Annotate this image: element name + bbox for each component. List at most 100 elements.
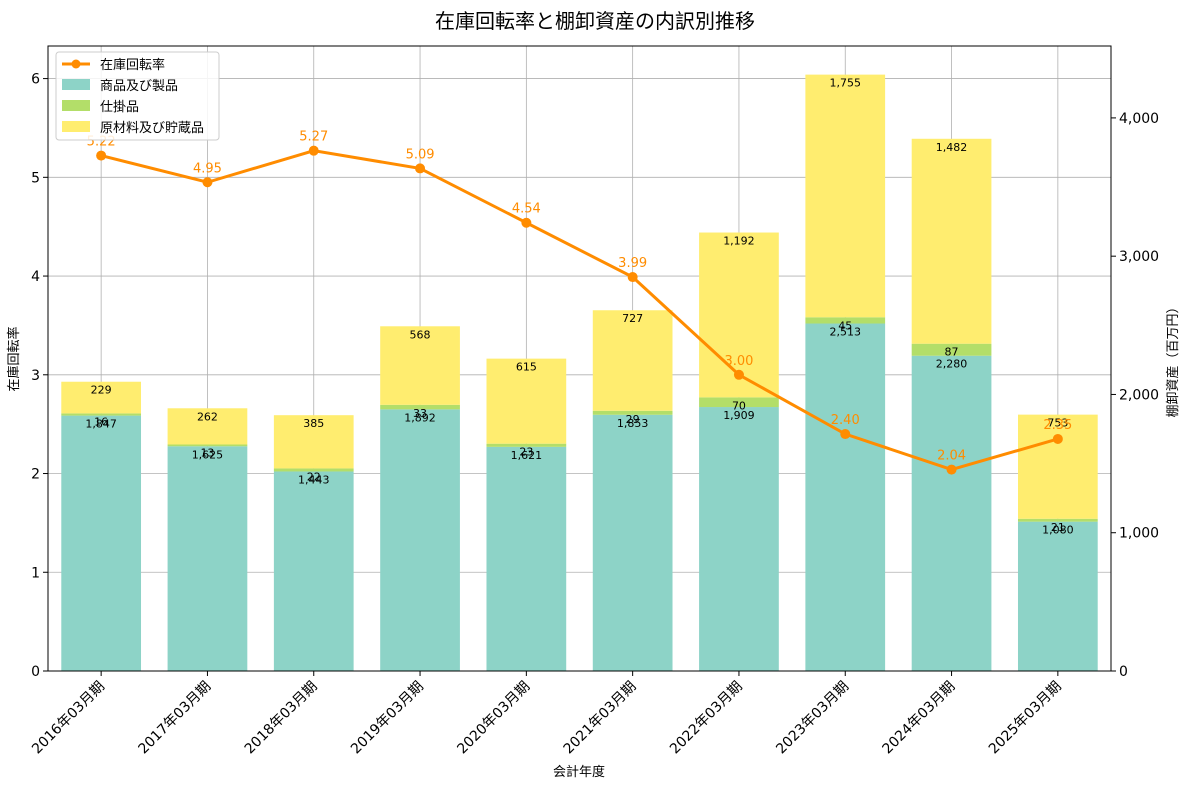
turnover-value-label: 2.35 <box>1043 418 1072 433</box>
turnover-value-label: 3.00 <box>724 354 753 369</box>
bar-value-label: 262 <box>197 410 218 423</box>
legend-swatch <box>62 121 90 132</box>
bar-value-label: 753 <box>1047 417 1068 430</box>
x-tick-label: 2025年03月期 <box>986 679 1065 758</box>
bar-value-label: 2,513 <box>830 326 862 339</box>
bar-segment <box>911 355 992 671</box>
bar-segment <box>805 74 886 318</box>
bar-value-label: 1,892 <box>404 411 436 424</box>
turnover-point <box>840 429 851 440</box>
bar-segment <box>592 410 673 415</box>
bar-segment <box>380 404 460 410</box>
bar-value-label: 1,755 <box>830 77 862 90</box>
x-tick-label: 2022年03月期 <box>667 679 746 758</box>
plot-frame <box>47 45 1112 672</box>
x-tick-label: 2018年03月期 <box>242 679 321 758</box>
y-tick-label-right: 4,000 <box>1119 111 1159 127</box>
legend-swatch <box>62 100 90 111</box>
y-tick-label-right: 1,000 <box>1119 526 1159 542</box>
x-tick-label: 2021年03月期 <box>561 679 640 758</box>
bar-segment <box>61 415 142 671</box>
bar-value-label: 13 <box>200 447 214 460</box>
bar-value-label: 2,280 <box>936 358 968 371</box>
bar-value-label: 1,443 <box>298 473 330 486</box>
bar-segment <box>486 358 567 444</box>
x-tick-label: 2016年03月期 <box>29 679 108 758</box>
x-tick-label: 2020年03月期 <box>454 679 533 758</box>
bar-segment <box>380 326 460 405</box>
y-tick-label-left: 6 <box>31 72 40 88</box>
turnover-value-label: 4.54 <box>512 202 541 217</box>
turnover-point <box>202 177 213 188</box>
bar-segment <box>911 343 992 356</box>
legend-swatch <box>62 79 90 90</box>
turnover-line <box>100 149 1059 472</box>
bar-value-label: 727 <box>622 312 643 325</box>
turnover-point <box>415 163 426 174</box>
line-layer: 5.224.955.275.094.543.993.002.402.042.35 <box>87 130 1072 475</box>
turnover-value-label: 3.99 <box>618 256 647 271</box>
bar-value-label: 87 <box>945 346 959 359</box>
bar-value-label: 22 <box>307 470 321 483</box>
y-axis-label-right: 棚卸資産（百万円） <box>1165 300 1181 417</box>
bar-segment <box>1017 518 1098 522</box>
bar-value-label: 33 <box>413 407 427 420</box>
legend-label: 原材料及び貯蔵品 <box>100 121 204 136</box>
bar-segment <box>805 317 886 324</box>
bar-value-label: 1,482 <box>936 141 968 154</box>
bar-segment <box>167 444 248 447</box>
y-tick-label-left: 4 <box>31 269 40 285</box>
bar-segment <box>699 407 779 671</box>
turnover-point <box>308 145 319 156</box>
bar-value-label: 1,080 <box>1042 524 1074 537</box>
legend-marker-swatch <box>71 59 81 69</box>
bar-value-label: 21 <box>1051 521 1065 534</box>
chart-title: 在庫回転率と棚卸資産の内訳別推移 <box>435 9 755 33</box>
legend-label: 在庫回転率 <box>100 57 165 73</box>
bar-value-label: 568 <box>410 328 431 341</box>
turnover-point <box>1052 433 1063 444</box>
bar-segment <box>380 409 460 671</box>
bar-segment <box>273 415 354 469</box>
y-tick-label-left: 1 <box>31 565 40 581</box>
legend-box <box>55 51 220 141</box>
legend-label: 仕掛品 <box>100 100 139 115</box>
legend-label: 商品及び製品 <box>100 79 178 94</box>
bar-segment <box>167 408 248 445</box>
bar-segment <box>911 138 992 344</box>
x-tick-label: 2023年03月期 <box>773 679 852 758</box>
turnover-value-label: 2.04 <box>937 449 966 464</box>
bar-segment <box>1017 414 1098 519</box>
y-tick-label-right: 2,000 <box>1119 387 1159 403</box>
bar-segment <box>592 310 673 411</box>
y-tick-label-left: 3 <box>31 368 40 384</box>
bar-value-label: 1,909 <box>723 409 755 422</box>
bar-segment <box>699 397 779 408</box>
bar-value-label: 23 <box>519 446 533 459</box>
y-tick-label-left: 0 <box>31 664 40 680</box>
bar-value-label: 29 <box>626 413 640 426</box>
y-axis-label-left: 在庫回転率 <box>6 326 22 391</box>
x-axis-label: 会計年度 <box>553 764 605 780</box>
bar-segment <box>486 443 567 447</box>
bar-segment <box>273 471 354 671</box>
turnover-value-label: 2.40 <box>831 413 860 428</box>
y-tick-label-left: 5 <box>31 170 40 186</box>
bar-value-label: 70 <box>732 399 746 412</box>
bar-value-label: 16 <box>94 415 108 428</box>
bar-segment <box>805 323 886 671</box>
y-tick-label-right: 0 <box>1119 664 1128 680</box>
bar-value-label: 1,192 <box>723 235 755 248</box>
turnover-point <box>96 150 107 161</box>
bar-value-label: 229 <box>91 384 112 397</box>
bar-segment <box>273 468 354 472</box>
bar-segment <box>167 446 248 671</box>
bar-value-label: 1,625 <box>192 448 224 461</box>
bar-segment <box>1017 521 1098 671</box>
bar-value-label: 1,847 <box>85 418 117 431</box>
turnover-point <box>627 272 638 283</box>
turnover-point <box>946 464 957 475</box>
